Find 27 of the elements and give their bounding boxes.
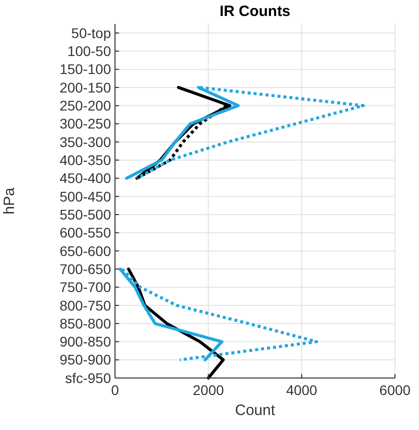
- chart-title: IR Counts: [220, 3, 290, 20]
- x-tick-label: 6000: [379, 382, 411, 398]
- y-tick-label: 250-200: [60, 98, 112, 114]
- y-tick-label: 500-450: [60, 188, 112, 204]
- y-tick-label: 800-750: [60, 297, 112, 314]
- y-tick-label: 200-150: [60, 79, 112, 96]
- x-axis-title: Count: [234, 402, 276, 419]
- y-tick-label: 900-850: [60, 334, 112, 350]
- y-tick-label: 450-400: [60, 170, 112, 186]
- y-tick-label: 750-700: [60, 279, 112, 296]
- y-tick-label: 300-250: [60, 116, 112, 132]
- y-tick-label: sfc-950: [65, 370, 112, 386]
- y-tick-label: 650-600: [60, 242, 112, 259]
- y-tick-label: 100-50: [67, 43, 112, 60]
- y-axis-title: hPa: [1, 187, 18, 214]
- y-tick-label: 150-100: [60, 61, 112, 78]
- y-tick-label: 550-500: [60, 206, 112, 222]
- y-tick-label: 50-top: [71, 24, 112, 41]
- x-tick-label: 0: [111, 382, 120, 398]
- y-tick-label: 350-300: [60, 134, 112, 150]
- y-tick-label: 850-800: [60, 315, 112, 332]
- y-tick-label: 400-350: [60, 152, 112, 168]
- y-tick-label: 600-550: [60, 224, 112, 241]
- y-tick-label: 950-900: [60, 352, 112, 368]
- x-tick-label: 2000: [192, 382, 224, 398]
- y-tick-label: 700-650: [60, 260, 112, 277]
- x-tick-label: 4000: [286, 382, 318, 398]
